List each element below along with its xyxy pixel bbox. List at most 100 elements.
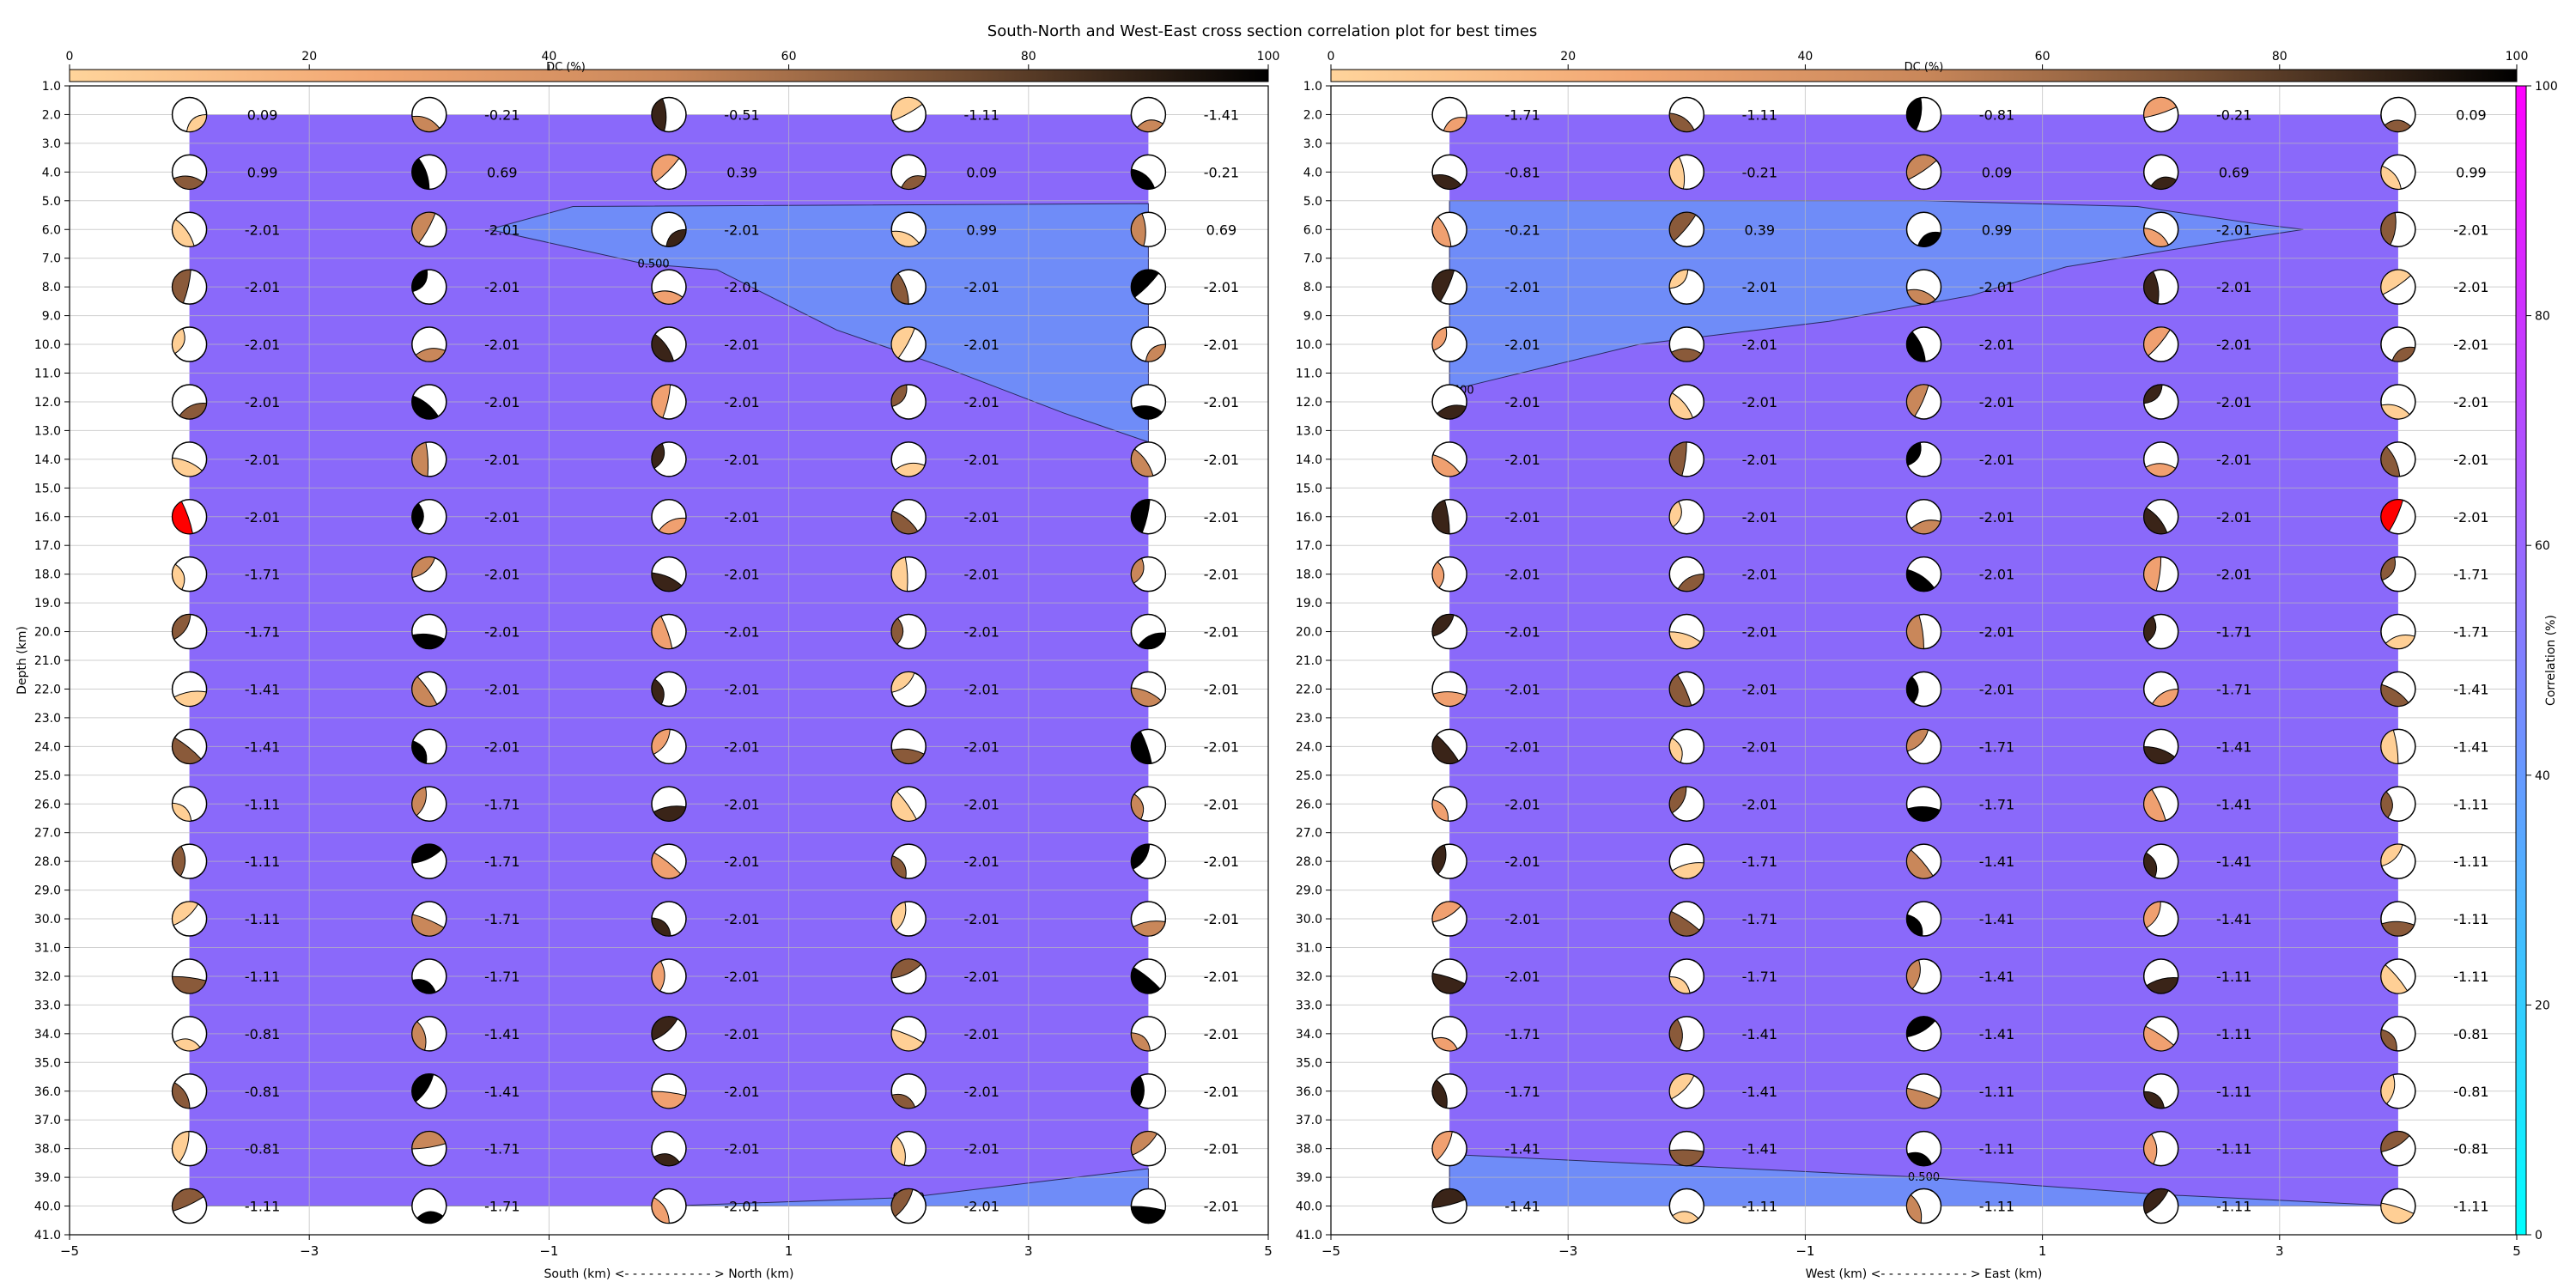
y-tick-label: 2.0 — [42, 108, 61, 122]
time-label: -2.01 — [2453, 279, 2488, 295]
beachball — [651, 1016, 687, 1052]
beachball — [1668, 96, 1705, 133]
time-label: -1.71 — [1979, 796, 2014, 812]
beachball-compression — [1668, 155, 1686, 190]
x-axis-label: West (km) <- - - - - - - - - - - > East … — [1806, 1267, 2043, 1281]
beachball — [1431, 96, 1467, 133]
time-label: -1.41 — [2216, 854, 2251, 870]
y-tick-label: 26.0 — [34, 798, 61, 811]
y-tick-label: 8.0 — [42, 281, 61, 295]
beachball-compression — [1431, 174, 1462, 190]
time-label: -2.01 — [963, 1141, 999, 1157]
x-tick-label: −3 — [300, 1243, 319, 1259]
beachball — [1668, 728, 1705, 765]
time-label: -2.01 — [2453, 394, 2488, 410]
time-label: -2.01 — [2216, 509, 2251, 526]
beachball-compression — [2380, 729, 2399, 764]
beachball-compression — [411, 395, 440, 420]
time-label: -1.41 — [2216, 738, 2251, 755]
y-tick-label: 39.0 — [1296, 1171, 1322, 1185]
beachball-compression — [1668, 269, 1689, 289]
y-tick-label: 11.0 — [34, 368, 61, 381]
beachball-compression — [1906, 384, 1929, 417]
beachball-compression — [1677, 574, 1704, 592]
time-label: -1.71 — [484, 969, 519, 985]
time-label: -2.01 — [484, 222, 519, 238]
beachball — [1905, 901, 1942, 937]
time-label: -1.41 — [1742, 1141, 1777, 1157]
beachball — [651, 1188, 687, 1224]
beachball-compression — [1431, 734, 1460, 764]
time-label: -0.81 — [245, 1141, 280, 1157]
beachball — [1431, 211, 1467, 247]
y-tick-label: 1.0 — [1303, 80, 1322, 94]
beachball — [1130, 613, 1167, 650]
time-label: 0.09 — [1982, 164, 2013, 180]
time-label: -1.71 — [1979, 738, 2014, 755]
beachball — [1431, 958, 1467, 994]
beachball — [1905, 786, 1942, 822]
correlation-colorbar-ticks: 0 20 40 60 80 100 — [2526, 80, 2558, 1242]
time-label: -2.01 — [1979, 279, 2014, 295]
beachball — [2380, 154, 2416, 191]
time-label: -2.01 — [724, 222, 759, 238]
time-label: -1.11 — [963, 106, 999, 123]
beachball-compression — [1906, 849, 1934, 879]
time-label: -2.01 — [963, 681, 999, 697]
beachball — [651, 499, 687, 535]
beachball-compression — [652, 290, 683, 305]
dc-colorbar-tick-label: 40 — [541, 50, 556, 64]
beachball — [651, 154, 687, 191]
beachball — [171, 728, 208, 765]
y-tick-label: 31.0 — [34, 942, 61, 956]
y-tick-label: 37.0 — [1296, 1114, 1322, 1127]
time-label: -2.01 — [724, 911, 759, 927]
beachball — [890, 1130, 927, 1167]
beachball — [1905, 441, 1942, 477]
y-tick-label: 22.0 — [1296, 683, 1322, 696]
beachball — [1130, 728, 1167, 765]
beachball — [1130, 441, 1167, 477]
time-label: -1.41 — [2216, 796, 2251, 812]
x-axis-label: South (km) <- - - - - - - - - - - > Nort… — [544, 1267, 794, 1281]
time-label: -2.01 — [484, 337, 519, 353]
beachball — [411, 1188, 447, 1224]
time-label: -2.01 — [963, 394, 999, 410]
beachball-compression — [1906, 97, 1923, 131]
beachball — [890, 96, 927, 133]
beachball-compression — [1431, 561, 1445, 589]
time-label: -1.41 — [484, 1084, 519, 1100]
beachball-compression — [2143, 384, 2163, 404]
beachball — [411, 441, 447, 477]
beachball — [1668, 1130, 1705, 1167]
beachball — [2142, 1130, 2179, 1167]
beachball-compression — [2380, 1131, 2410, 1153]
beachball-compression — [651, 572, 683, 592]
time-label: -1.41 — [1979, 1026, 2014, 1042]
time-label: -0.21 — [2216, 106, 2251, 123]
beachball-compression — [651, 384, 671, 419]
beachball — [651, 1130, 687, 1167]
beachball — [411, 211, 447, 247]
beachball-compression — [891, 1093, 916, 1109]
time-label: -2.01 — [963, 1199, 999, 1215]
beachball — [890, 211, 927, 247]
beachball-compression — [2380, 269, 2412, 295]
time-label: -2.01 — [1979, 681, 2014, 697]
beachball — [890, 613, 927, 650]
beachball-compression — [1130, 967, 1161, 994]
time-label: -2.01 — [484, 681, 519, 697]
time-label: -2.01 — [2216, 394, 2251, 410]
beachball — [411, 1073, 447, 1109]
time-label: -2.01 — [1742, 279, 1777, 295]
beachball — [2142, 901, 2179, 937]
time-label: -2.01 — [963, 509, 999, 526]
beachball-compression — [2146, 976, 2179, 994]
beachball — [1905, 154, 1942, 191]
beachball-compression — [411, 502, 424, 531]
time-label: -1.11 — [2216, 1084, 2251, 1100]
y-tick-label: 25.0 — [34, 769, 61, 783]
correlation-colorbar-tick-label: 80 — [2535, 310, 2550, 324]
beachball — [1130, 1073, 1167, 1109]
time-label: -2.01 — [484, 394, 519, 410]
